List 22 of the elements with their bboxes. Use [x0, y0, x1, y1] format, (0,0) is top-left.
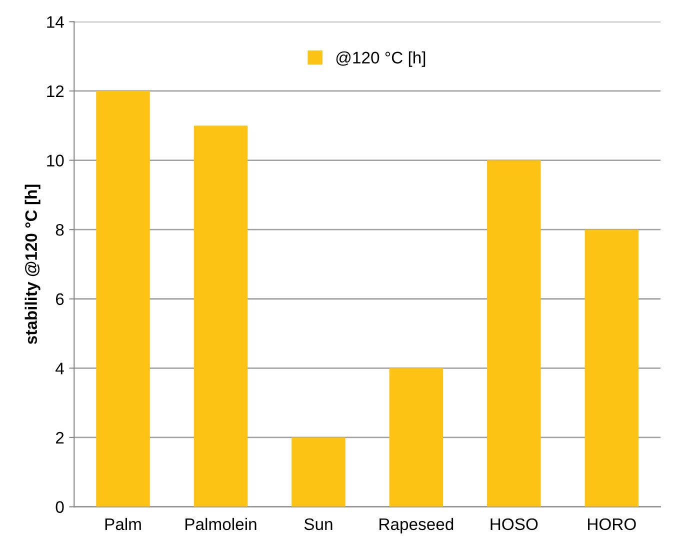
y-tick-label: 8: [56, 224, 64, 236]
bar: [389, 368, 444, 507]
y-tick-label: 12: [47, 85, 64, 98]
y-tick-label: 0: [56, 501, 64, 513]
y-tick-label: 14: [47, 16, 64, 28]
y-tick-label: 10: [47, 154, 64, 166]
bar: [487, 160, 541, 507]
bar: [96, 90, 150, 507]
x-tick-label: Palm: [105, 518, 141, 530]
y-tick-label: 2: [56, 432, 64, 444]
x-tick-label: Rapeseed: [380, 518, 454, 534]
y-tick-label: 4: [56, 362, 64, 374]
x-tick-label: Sun: [304, 518, 332, 530]
y-tick-label: 6: [56, 293, 64, 306]
y-axis-title: stability @120 °C [h]: [24, 184, 40, 344]
x-tick-label: HOSO: [490, 518, 538, 530]
x-tick-label: HORO: [588, 518, 636, 530]
x-tick-label: Palmolein: [186, 518, 256, 530]
legend-label: @120 °C [h]: [336, 51, 426, 67]
bar: [584, 230, 639, 507]
bar: [194, 126, 248, 507]
bar: [292, 437, 346, 507]
